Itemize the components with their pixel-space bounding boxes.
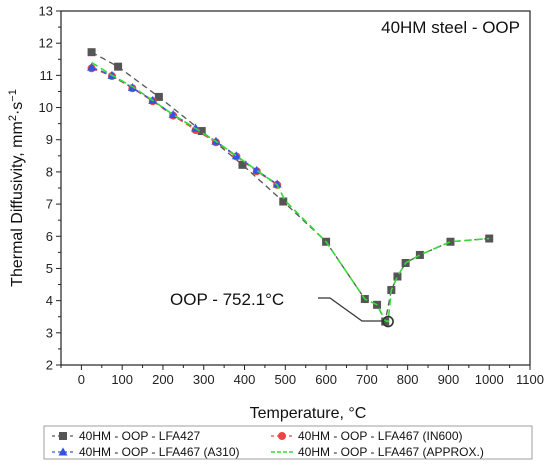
legend-box [43,425,533,460]
y-tick-label: 10 [39,100,53,115]
x-tick-label: 400 [234,372,256,387]
data-point [114,62,123,71]
x-tick-label: 0 [78,372,85,387]
y-axis-title-sup1: 2 [7,115,19,121]
y-axis-title-sup2: −1 [7,89,19,102]
y-tick-label: 12 [39,36,53,51]
legend-label: 40HM - OOP - LFA467 (APPROX.) [298,445,484,459]
legend: 40HM - OOP - LFA427 40HM - OOP - LFA467 (… [43,425,533,460]
x-tick-label: 600 [315,372,337,387]
legend-swatch-marker [59,432,67,440]
data-point [272,179,282,188]
annotation-leader [318,297,385,322]
legend-item-3: 40HM - OOP - LFA467 (APPROX.) [271,445,484,459]
data-point [238,160,247,169]
y-axis-title-mid: ·s [9,102,26,115]
data-point [393,272,402,281]
x-tick-label: 700 [356,372,378,387]
legend-label: 40HM - OOP - LFA467 (A310) [79,445,240,459]
annotation-label: OOP - 752.1°C [170,290,284,309]
legend-label: 40HM - OOP - LFA427 [79,429,200,443]
x-tick-label: 200 [152,372,174,387]
data-point [446,237,455,246]
y-tick-label: 2 [46,358,53,373]
x-tick-label: 100 [111,372,133,387]
y-tick-label: 13 [39,4,53,19]
plot-frame [60,10,531,366]
x-tick-label: 800 [397,372,419,387]
y-tick-label: 8 [46,164,53,179]
y-tick-label: 4 [46,293,53,308]
annotation-marker [382,315,394,328]
data-point [87,62,97,71]
y-axis-title-main: Thermal Diffusivity, mm [9,121,26,287]
y-tick-label: 9 [46,132,53,147]
y-tick-label: 6 [46,229,53,244]
series-3 [91,61,490,323]
x-tick-label: 1000 [475,372,504,387]
data-point [279,197,288,206]
chart-title: 40HM steel - OOP [381,18,520,37]
axes-layer: 0 100 200 300 400 500 600 700 800 900 1000 1100 2 3 4 5… [39,4,544,388]
legend-item-0: 40HM - OOP - LFA427 [52,429,200,443]
annotation-layer: OOP - 752.1°C [170,290,394,328]
data-point [231,151,241,160]
legend-item-2: 40HM - OOP - LFA467 (A310) [52,445,240,459]
data-point [197,127,206,136]
series-line-2 [91,66,278,185]
legend-swatch-marker [278,432,286,440]
x-tick-label: 900 [438,372,460,387]
data-point [154,92,163,101]
x-tick-label: 500 [274,372,296,387]
legend-item-1: 40HM - OOP - LFA467 (IN600) [271,429,463,443]
x-tick-label: 300 [193,372,215,387]
series-line-3 [91,61,490,323]
series-0 [87,48,494,326]
y-tick-label: 3 [46,325,53,340]
series-1 [87,64,282,189]
data-point [415,250,424,259]
data-point [87,48,96,57]
plot-layer [87,48,494,326]
series-line-0 [91,51,490,324]
y-tick-label: 11 [40,68,54,83]
y-axis-title: Thermal Diffusivity, mm2·s−1 [7,89,26,287]
x-tick-label: 1100 [516,372,544,387]
legend-swatch-marker [58,447,68,456]
y-tick-label: 5 [46,261,53,276]
y-tick-label: 7 [46,197,53,212]
x-axis-title: Temperature, °C [250,405,367,422]
legend-label: 40HM - OOP - LFA467 (IN600) [298,429,463,443]
data-point [381,317,390,326]
series-line-1 [91,67,278,186]
